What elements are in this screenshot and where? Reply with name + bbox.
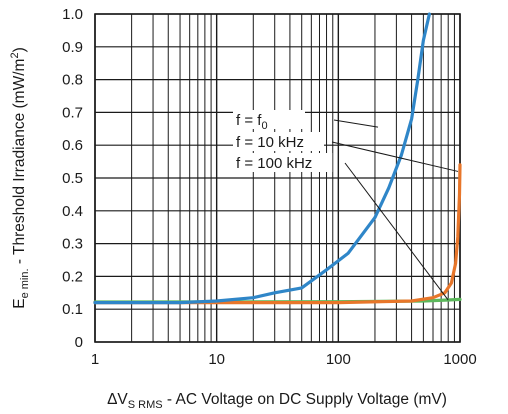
series-label-background bbox=[233, 132, 324, 151]
x-tick-label: 100 bbox=[326, 351, 351, 368]
leader-line-100khz bbox=[344, 162, 449, 301]
y-tick-label: 0.9 bbox=[62, 39, 83, 56]
x-axis-label: ΔVS RMS - AC Voltage on DC Supply Voltag… bbox=[107, 391, 447, 411]
leader-line-10khz bbox=[331, 141, 459, 172]
y-tick-label: 0.6 bbox=[62, 137, 83, 154]
y-tick-label: 0.1 bbox=[62, 301, 83, 318]
y-tick-label: 0.2 bbox=[62, 268, 83, 285]
y-tick-label: 0.7 bbox=[62, 104, 83, 121]
series-label-100khz: f = 100 kHz bbox=[236, 155, 312, 172]
series-label-f0: f = f0 bbox=[236, 112, 268, 132]
y-axis-label: Ee min. - Threshold Irradiance (mW/m2) bbox=[9, 47, 31, 309]
y-tick-label: 0 bbox=[75, 334, 83, 351]
x-tick-label: 10 bbox=[208, 351, 225, 368]
y-tick-label: 0.4 bbox=[62, 203, 83, 220]
series-label-background bbox=[233, 110, 305, 129]
x-tick-label: 1000 bbox=[443, 351, 476, 368]
series-layer bbox=[93, 12, 462, 305]
series-line-f0 bbox=[93, 12, 431, 305]
series-label-10khz: f = 10 kHz bbox=[236, 134, 304, 151]
series-annotations: f = f0 f = 10 kHz f = 100 kHz bbox=[233, 110, 459, 301]
y-tick-label: 0.5 bbox=[62, 170, 83, 187]
y-tick-label: 1.0 bbox=[62, 6, 83, 23]
y-tick-labels: 0 0.1 0.2 0.3 0.4 0.5 0.6 0.7 0.8 0.9 1.0 bbox=[62, 6, 83, 351]
leader-line-f0 bbox=[333, 119, 379, 128]
series-label-background bbox=[233, 153, 333, 172]
y-tick-label: 0.3 bbox=[62, 236, 83, 253]
x-tick-label: 1 bbox=[91, 351, 99, 368]
x-tick-labels: 1 10 100 1000 bbox=[91, 351, 477, 368]
series-line-10khz bbox=[93, 163, 462, 305]
y-tick-label: 0.8 bbox=[62, 72, 83, 89]
